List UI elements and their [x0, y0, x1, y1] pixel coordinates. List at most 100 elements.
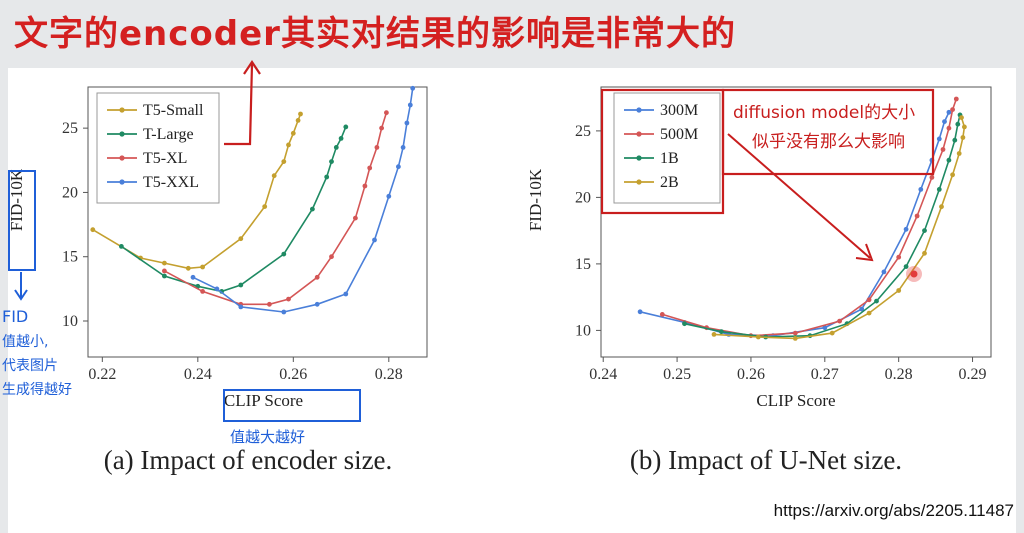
data-point	[682, 321, 687, 327]
data-point	[314, 301, 320, 307]
data-point	[310, 206, 315, 212]
unet-note-line-2: 似乎没有那么大影响	[752, 132, 905, 152]
data-point	[214, 286, 220, 292]
data-point	[238, 236, 244, 242]
series-t5-xxl	[190, 85, 416, 315]
data-point	[295, 118, 301, 123]
y-tick-label: 10	[62, 313, 78, 330]
data-point	[936, 136, 942, 142]
x-tick-label: 0.29	[959, 366, 987, 383]
data-point	[386, 193, 392, 199]
data-point	[903, 226, 909, 232]
y-tick-label: 20	[575, 189, 591, 206]
data-point	[956, 151, 962, 156]
data-point	[343, 124, 349, 130]
data-point	[353, 215, 358, 221]
figure-caption: (a) Impact of encoder size.	[104, 445, 393, 475]
data-point	[950, 107, 955, 112]
data-point	[955, 121, 961, 127]
data-point	[286, 142, 291, 148]
data-point	[281, 159, 287, 165]
legend-label: T5-XL	[143, 150, 187, 167]
data-point	[922, 228, 927, 234]
data-point	[719, 329, 724, 335]
legend-label: 1B	[660, 150, 679, 167]
data-point	[859, 306, 865, 312]
data-point	[914, 213, 920, 219]
x-tick-label: 0.28	[375, 366, 403, 383]
data-point	[936, 187, 942, 192]
data-point	[407, 102, 413, 108]
data-point	[162, 268, 167, 274]
data-point	[903, 264, 909, 269]
data-point	[333, 145, 339, 150]
data-point	[343, 291, 349, 297]
y-axis-title: FID-10K	[7, 168, 26, 231]
arrow-to-top-note	[224, 63, 254, 146]
legend-marker	[119, 107, 125, 113]
data-point	[396, 164, 401, 170]
legend: T5-Small T-Large T5-XL T5-XXL	[96, 92, 220, 204]
x-axis-title: CLIP Score	[224, 391, 303, 410]
chart-encoder-size: 0.22 0.24 0.26 0.28 10 15 20 25 CLIP Score FID-10…	[7, 85, 428, 475]
data-point	[367, 165, 373, 171]
legend: 300M 500M 1B 2B	[613, 92, 721, 204]
series-line	[192, 88, 414, 313]
chart-unet-size: 0.24 0.25 0.26 0.27 0.28 0.29 10 15 20 25 CLIP Sco…	[526, 86, 992, 475]
data-point	[384, 110, 389, 116]
series-2b	[711, 115, 967, 341]
x-axis-title: CLIP Score	[756, 391, 835, 410]
data-point	[922, 250, 927, 256]
top-annotation: 文字的encoder其实对结果的影响是非常大的	[14, 14, 736, 54]
plot-frame	[87, 86, 428, 358]
data-point	[953, 96, 959, 102]
data-point	[952, 137, 958, 143]
data-point	[950, 172, 955, 178]
legend-box	[96, 92, 220, 204]
data-point	[200, 264, 206, 270]
data-point	[262, 204, 268, 210]
data-point	[374, 145, 380, 150]
fid-note-line: FID	[2, 307, 28, 326]
figure-caption: (b) Impact of U-Net size.	[630, 445, 902, 475]
x-tick-label: 0.26	[737, 366, 765, 383]
legend-label: 300M	[660, 102, 698, 119]
data-point	[119, 244, 124, 249]
data-point	[946, 109, 952, 115]
data-point	[837, 318, 842, 324]
data-point	[281, 309, 287, 315]
data-point	[329, 159, 334, 165]
y-tick-label: 20	[62, 184, 78, 201]
data-point	[286, 296, 291, 302]
x-tick-label: 0.26	[279, 366, 307, 383]
data-point	[792, 330, 798, 336]
source-url: https://arxiv.org/abs/2205.11487	[773, 501, 1014, 520]
data-point	[162, 273, 167, 279]
data-point	[324, 174, 330, 180]
data-point	[379, 125, 384, 131]
data-point	[271, 173, 277, 179]
series-t5-small	[90, 111, 303, 271]
legend-marker	[119, 131, 125, 137]
data-point	[410, 85, 416, 91]
data-point	[792, 336, 798, 341]
y-axis-title: FID-10K	[526, 168, 545, 231]
data-point	[881, 269, 887, 275]
x-tick-label: 0.25	[663, 366, 691, 383]
y-tick-label: 25	[62, 120, 78, 137]
legend-marker	[636, 131, 642, 137]
data-point	[940, 147, 946, 152]
legend-label: T5-XXL	[143, 174, 199, 191]
data-point	[338, 136, 344, 141]
data-point	[866, 310, 872, 316]
data-point	[874, 298, 879, 304]
x-tick-label: 0.22	[88, 366, 116, 383]
y-tick-label: 10	[575, 322, 591, 339]
data-point	[314, 274, 320, 280]
data-point	[829, 330, 835, 336]
data-point	[190, 274, 196, 280]
data-point	[404, 120, 410, 126]
data-point	[918, 187, 924, 192]
